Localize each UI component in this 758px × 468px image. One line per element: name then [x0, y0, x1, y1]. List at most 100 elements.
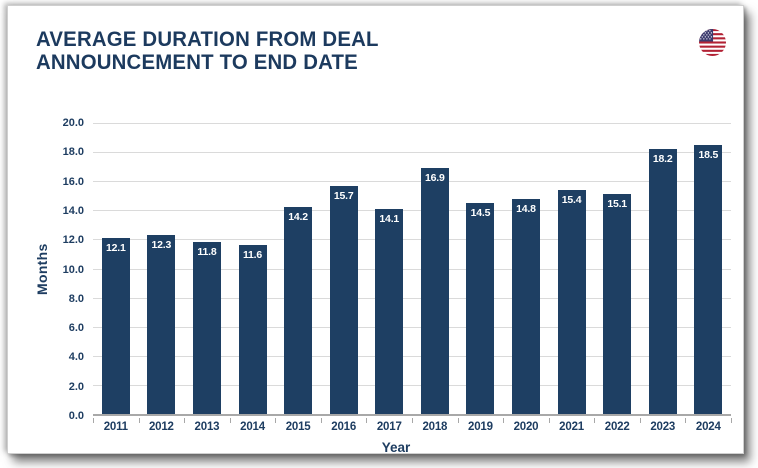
- bar-2012: 12.3: [147, 235, 176, 414]
- x-tick-label-2017: 2017: [376, 421, 402, 433]
- bar-value-label: 15.7: [333, 189, 354, 202]
- bar-slot-2013: 11.8: [184, 123, 230, 414]
- axis-tick: [320, 418, 322, 423]
- bar-value-label: 14.5: [470, 207, 491, 220]
- x-tick-label-2018: 2018: [422, 421, 448, 433]
- y-tick-label: 2.0: [68, 380, 84, 393]
- axis-tick: [548, 418, 550, 423]
- bar-2019: 14.5: [466, 203, 495, 414]
- bar-value-label: 15.1: [607, 198, 627, 211]
- axis-tick: [594, 418, 596, 423]
- axis-tick: [366, 418, 368, 423]
- bar-value-label: 12.1: [105, 241, 126, 254]
- y-tick-label: 12.0: [62, 234, 84, 247]
- bar-2020: 14.8: [511, 198, 540, 414]
- plot-area: 12.1 12.3 11.8 11.6 14.2 15.7 14.1 16.9 14.5 14.8…: [93, 123, 731, 416]
- bar-slot-2012: 12.3: [139, 123, 185, 414]
- x-tick-label-2014: 2014: [240, 421, 265, 433]
- bars-row: 12.1 12.3 11.8 11.6 14.2 15.7 14.1 16.9 14.5 14.8…: [93, 123, 731, 414]
- bar-value-label: 14.2: [288, 211, 308, 224]
- axis-tick: [639, 418, 641, 423]
- axis-tick: [731, 418, 732, 423]
- axis-tick: [275, 418, 277, 423]
- bar-2017: 14.1: [375, 208, 404, 414]
- x-tick-label-2020: 2020: [513, 421, 539, 433]
- y-tick-label: 18.0: [62, 146, 84, 159]
- gridline: [93, 152, 731, 154]
- axis-tick: [503, 418, 505, 423]
- chart-title-line-2: ANNOUNCEMENT TO END DATE: [36, 51, 358, 74]
- y-tick-label: 16.0: [62, 175, 84, 188]
- gridline: [93, 355, 731, 357]
- bar-slot-2023: 18.2: [640, 123, 686, 414]
- y-tick-label: 14.0: [62, 204, 84, 217]
- bar-2018: 16.9: [420, 168, 449, 414]
- bar-value-label: 11.8: [197, 246, 217, 259]
- x-tick-label-2024: 2024: [695, 421, 721, 433]
- bar-slot-2014: 11.6: [230, 123, 276, 414]
- bar-2015: 14.2: [284, 207, 313, 414]
- gridline: [93, 123, 731, 124]
- axis-tick: [457, 418, 459, 423]
- bar-value-label: 11.6: [242, 249, 263, 262]
- bar-2016: 15.7: [329, 185, 358, 414]
- bar-slot-2021: 15.4: [549, 123, 595, 414]
- bar-slot-2016: 15.7: [321, 123, 367, 414]
- x-axis-labels: 2011 2012 2013 2014 2015 2016 2017 2018 2019 2020…: [93, 421, 731, 433]
- gridline: [93, 268, 731, 270]
- y-tick-label: 6.0: [68, 322, 84, 335]
- x-axis-ticks: [93, 418, 732, 424]
- y-axis-labels: 0.0 2.0 4.0 6.0 8.0 10.0 12.0 14.0 16.0 18.0 20.0: [44, 117, 84, 422]
- y-tick-label: 8.0: [68, 292, 84, 305]
- gridline: [93, 210, 731, 212]
- gridline: [93, 384, 731, 386]
- x-tick-label-2016: 2016: [331, 421, 357, 433]
- bar-slot-2011: 12.1: [93, 123, 139, 414]
- bar-slot-2019: 14.5: [458, 123, 504, 414]
- axis-tick: [138, 418, 140, 423]
- axis-tick: [184, 418, 186, 423]
- axis-tick: [412, 418, 413, 423]
- bar-slot-2024: 18.5: [686, 123, 732, 414]
- chart-card: AVERAGE DURATION FROM DEAL ANNOUNCEMENT …: [7, 5, 744, 455]
- x-axis-title: Year: [381, 440, 411, 455]
- bar-2022: 15.1: [603, 194, 632, 414]
- bar-2013: 11.8: [192, 242, 221, 414]
- gridline: [93, 239, 731, 241]
- bar-2023: 18.2: [648, 149, 677, 414]
- x-tick-label-2021: 2021: [559, 421, 584, 433]
- bar-value-label: 15.4: [561, 193, 582, 206]
- bar-value-label: 14.8: [516, 202, 536, 215]
- bar-value-label: 14.1: [379, 212, 400, 225]
- x-tick-label-2022: 2022: [604, 421, 630, 433]
- x-tick-label-2023: 2023: [650, 421, 676, 433]
- bar-2021: 15.4: [557, 189, 586, 414]
- bar-2014: 11.6: [238, 245, 267, 414]
- gridline: [93, 297, 731, 299]
- y-tick-label: 0.0: [68, 410, 84, 422]
- y-tick-label: 4.0: [68, 351, 84, 364]
- chart-title: AVERAGE DURATION FROM DEAL ANNOUNCEMENT …: [36, 28, 379, 74]
- axis-tick: [685, 418, 687, 423]
- chart-title-line-1: AVERAGE DURATION FROM DEAL: [36, 28, 379, 51]
- x-tick-label-2013: 2013: [194, 421, 220, 433]
- bar-value-label: 18.5: [698, 148, 719, 161]
- bar-value-label: 16.9: [425, 172, 445, 185]
- x-tick-label-2019: 2019: [468, 421, 493, 433]
- gridline: [93, 181, 731, 183]
- x-tick-label-2011: 2011: [103, 421, 128, 433]
- axis-tick: [229, 418, 231, 423]
- bar-slot-2022: 15.1: [594, 123, 640, 414]
- bar-slot-2017: 14.1: [366, 123, 412, 414]
- gridline: [93, 326, 731, 328]
- us-flag-icon: [699, 29, 726, 56]
- bar-slot-2020: 14.8: [503, 123, 549, 414]
- x-tick-label-2012: 2012: [148, 421, 174, 433]
- y-tick-label: 20.0: [62, 117, 84, 129]
- y-tick-label: 10.0: [62, 263, 84, 276]
- bar-slot-2018: 16.9: [412, 123, 458, 414]
- bar-value-label: 12.3: [151, 239, 172, 252]
- bar-value-label: 18.2: [652, 153, 673, 166]
- x-tick-label-2015: 2015: [285, 421, 311, 433]
